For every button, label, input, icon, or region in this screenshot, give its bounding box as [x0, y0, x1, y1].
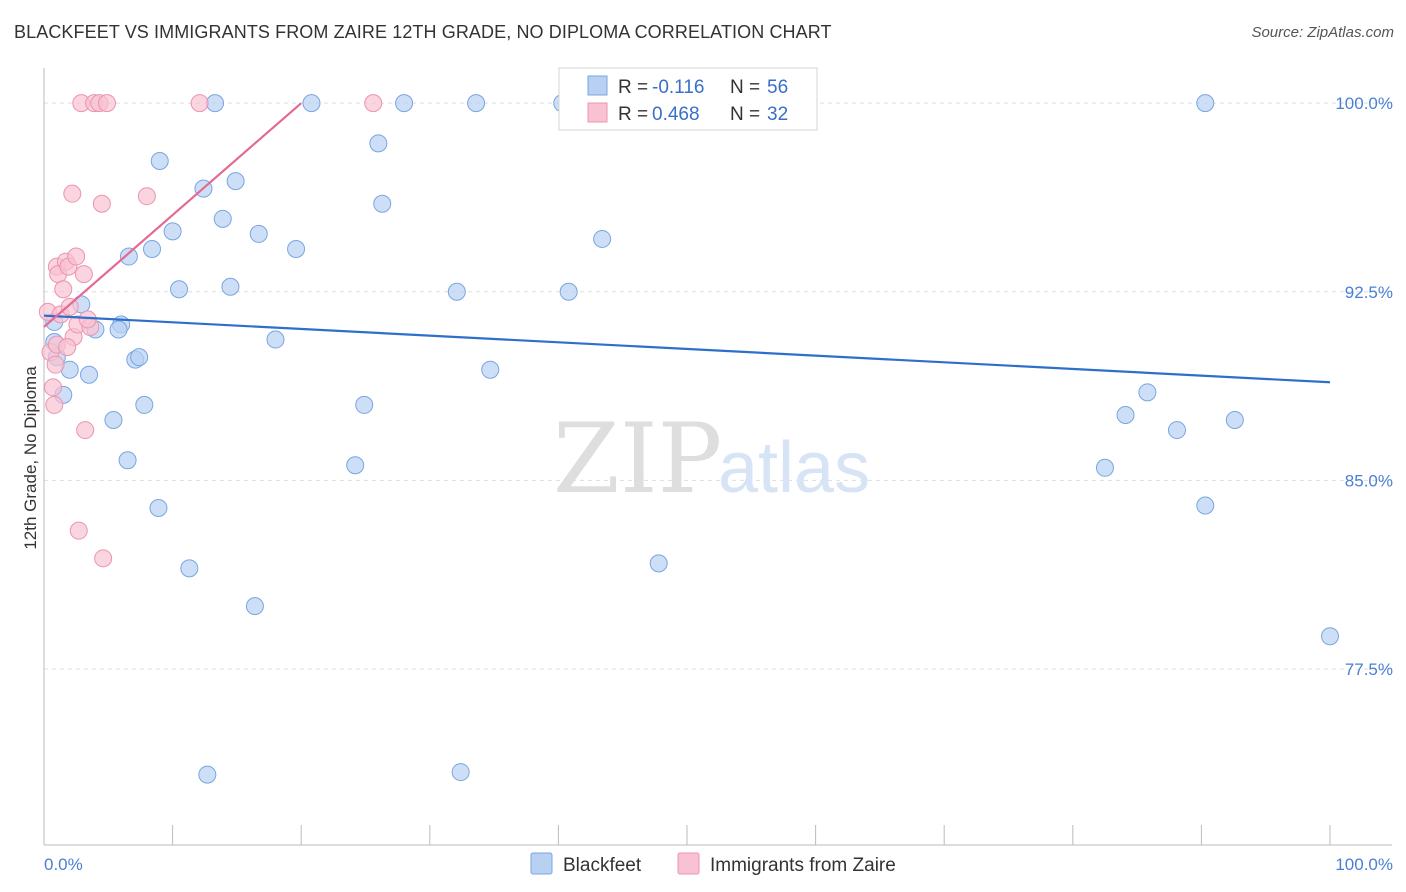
data-points: [38, 94, 1339, 784]
data-point-zaire: [44, 378, 63, 397]
data-point-blackfeet: [346, 456, 365, 475]
data-point-zaire: [98, 94, 117, 113]
series-legend-swatch-blackfeet: [530, 852, 553, 875]
data-point-blackfeet: [109, 320, 128, 339]
data-point-blackfeet: [245, 597, 264, 616]
axes: [43, 68, 1392, 846]
data-point-zaire: [46, 355, 65, 374]
y-tick-label: 92.5%: [1345, 283, 1393, 302]
trend-line-zaire: [43, 102, 302, 328]
data-point-blackfeet: [593, 229, 612, 248]
data-point-zaire: [94, 549, 113, 568]
data-point-zaire: [78, 310, 97, 329]
y-tick-label: 77.5%: [1345, 660, 1393, 679]
data-point-blackfeet: [447, 282, 466, 301]
data-point-zaire: [69, 521, 88, 540]
data-point-zaire: [190, 94, 209, 113]
series-legend-label-zaire: Immigrants from Zaire: [710, 855, 896, 876]
x-tick-label-max: 100.0%: [1335, 855, 1393, 874]
x-tick-label-min: 0.0%: [44, 855, 83, 874]
data-point-blackfeet: [1196, 496, 1215, 515]
y-tick-label: 85.0%: [1345, 471, 1393, 490]
chart-title: BLACKFEET VS IMMIGRANTS FROM ZAIRE 12TH …: [14, 22, 832, 42]
data-point-blackfeet: [180, 559, 199, 578]
data-point-blackfeet: [373, 194, 392, 213]
data-point-blackfeet: [163, 222, 182, 241]
data-point-blackfeet: [135, 395, 154, 414]
series-legend-swatch-zaire: [677, 852, 700, 875]
legend-r-label-0: R =: [618, 77, 648, 98]
legend-r-label-1: R =: [618, 104, 648, 125]
legend-swatch-zaire: [587, 102, 608, 123]
data-point-blackfeet: [143, 240, 162, 259]
source-credit: Source: ZipAtlas.com: [1251, 24, 1394, 41]
data-point-blackfeet: [104, 411, 123, 430]
legend-swatch-blackfeet: [587, 75, 608, 96]
legend-r-value-1: 0.468: [652, 104, 700, 125]
data-point-blackfeet: [559, 282, 578, 301]
data-point-blackfeet: [1321, 627, 1339, 646]
trend-lines: [43, 102, 1331, 384]
y-axis-label: 12th Grade, No Diploma: [21, 366, 40, 550]
data-point-blackfeet: [213, 209, 232, 228]
watermark-zip: ZIP: [553, 403, 722, 515]
data-point-blackfeet: [369, 134, 388, 153]
data-point-blackfeet: [130, 348, 149, 367]
data-point-blackfeet: [249, 224, 268, 243]
data-point-zaire: [74, 265, 93, 284]
data-point-blackfeet: [302, 94, 321, 113]
data-point-zaire: [76, 421, 95, 440]
data-point-zaire: [45, 395, 64, 414]
stats-legend: R = -0.116 N = 56 R = 0.468 N = 32: [558, 67, 818, 131]
data-point-blackfeet: [198, 765, 217, 784]
data-point-blackfeet: [481, 360, 500, 379]
data-point-zaire: [58, 338, 77, 357]
data-point-zaire: [364, 94, 383, 113]
data-point-zaire: [54, 280, 73, 299]
data-point-blackfeet: [355, 395, 374, 414]
data-point-blackfeet: [266, 330, 285, 349]
data-point-blackfeet: [149, 499, 168, 518]
data-point-blackfeet: [118, 451, 137, 470]
data-point-blackfeet: [395, 94, 414, 113]
data-point-blackfeet: [226, 172, 245, 191]
data-point-blackfeet: [1167, 421, 1186, 440]
data-point-zaire: [137, 187, 156, 206]
series-legend: Blackfeet Immigrants from Zaire: [530, 852, 896, 876]
data-point-blackfeet: [649, 554, 668, 573]
data-point-blackfeet: [150, 151, 169, 170]
data-point-blackfeet: [1116, 405, 1135, 424]
gridlines: [44, 102, 1392, 670]
trend-line-blackfeet: [43, 314, 1331, 384]
data-point-blackfeet: [119, 247, 138, 266]
watermark: ZIP atlas: [553, 403, 870, 515]
legend-n-value-1: 32: [767, 104, 788, 125]
legend-n-value-0: 56: [767, 77, 788, 98]
data-point-blackfeet: [1225, 411, 1244, 430]
data-point-zaire: [60, 297, 79, 316]
series-legend-label-blackfeet: Blackfeet: [563, 855, 642, 876]
legend-r-value-0: -0.116: [652, 77, 704, 98]
data-point-blackfeet: [467, 94, 486, 113]
data-point-blackfeet: [287, 240, 306, 259]
x-tick-labels: 0.0% 100.0%: [44, 855, 1393, 874]
data-point-blackfeet: [170, 280, 189, 299]
data-point-blackfeet: [80, 365, 99, 384]
legend-n-label-1: N =: [730, 104, 760, 125]
data-point-blackfeet: [1095, 458, 1114, 477]
data-point-blackfeet: [221, 277, 240, 296]
data-point-zaire: [67, 247, 86, 266]
data-point-blackfeet: [451, 763, 470, 782]
legend-n-label-0: N =: [730, 77, 760, 98]
data-point-blackfeet: [1138, 383, 1157, 402]
y-tick-labels: 77.5% 85.0% 92.5% 100.0%: [1335, 94, 1393, 679]
y-tick-label: 100.0%: [1335, 94, 1393, 113]
data-point-zaire: [63, 184, 82, 203]
data-point-blackfeet: [1196, 94, 1215, 113]
data-point-blackfeet: [206, 94, 225, 113]
watermark-atlas: atlas: [718, 428, 870, 508]
data-point-zaire: [92, 194, 111, 213]
